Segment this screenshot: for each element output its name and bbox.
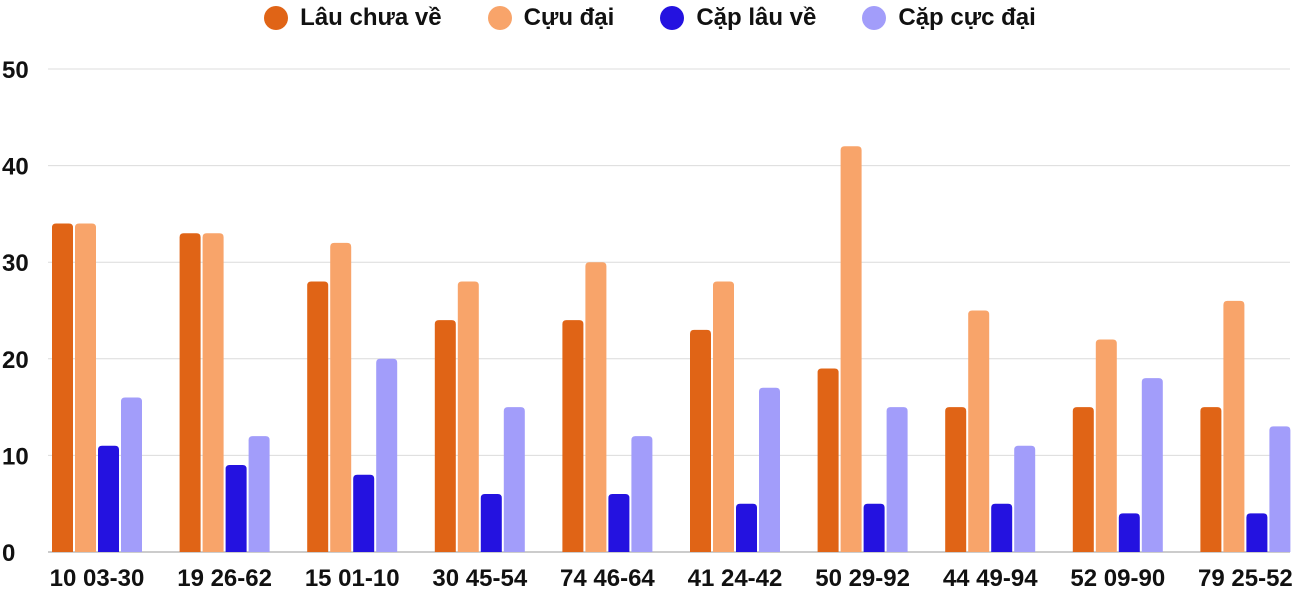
bar [863,503,885,552]
bar [434,320,456,552]
x-tick-label: 50 29-92 [815,565,910,592]
bar [1246,513,1268,552]
y-tick-label: 30 [2,250,29,277]
bar [690,329,711,552]
x-tick-label: 19 26-62 [177,565,272,592]
bar [248,436,270,552]
bar [457,281,479,552]
bar [631,436,653,552]
legend-label: Cựu đại [523,4,615,31]
x-tick-label: 41 24-42 [688,565,783,592]
bar [1072,407,1094,552]
legend-item: Cựu đại [487,4,615,32]
bar [98,445,119,552]
legend-label: Cặp cực đại [898,4,1036,31]
x-tick-label: 79 25-52 [1198,565,1293,592]
bar [713,281,734,552]
legend-label: Lâu chưa về [300,4,442,31]
y-tick-label: 0 [2,540,15,567]
bar [330,242,352,552]
y-tick-label: 50 [2,57,29,84]
bar [1095,339,1117,552]
bar [585,262,607,552]
bar [307,281,329,552]
bar [202,233,224,552]
bar [52,223,73,552]
bar [1200,407,1222,552]
x-tick-label: 74 46-64 [560,565,655,592]
bar [759,387,780,552]
bar [1269,426,1291,552]
legend-swatch [487,6,512,30]
y-tick-label: 10 [2,443,29,470]
bar [1223,300,1245,552]
bar [886,407,908,552]
bar [1118,513,1140,552]
legend-item: Cặp lâu về [660,4,816,32]
x-tick-label: 52 09-90 [1070,565,1165,592]
x-tick-label: 15 01-10 [305,565,400,592]
bar [817,368,839,552]
y-tick-label: 40 [2,154,29,181]
x-tick-label: 44 49-94 [943,565,1038,592]
bar [562,320,584,552]
bar [75,223,96,552]
bar [376,358,398,552]
bar [480,494,502,552]
bar [179,233,201,552]
bar [968,310,990,552]
legend-swatch [660,6,685,30]
legend-item: Cặp cực đại [862,4,1036,32]
x-tick-label: 10 03-30 [50,565,145,592]
bar [608,494,630,552]
bar [225,465,247,552]
y-tick-label: 20 [2,347,29,374]
bar [1141,378,1163,552]
x-tick-label: 30 45-54 [432,565,527,592]
legend-item: Lâu chưa về [264,4,442,32]
bar [840,146,862,552]
legend-label: Cặp lâu về [696,4,817,31]
bar [503,407,525,552]
bar [736,503,757,552]
bar [1014,445,1036,552]
bar [121,397,142,552]
legend: Lâu chưa về Cựu đại Cặp lâu về Cặp cực đại [0,4,1300,32]
legend-swatch [264,6,289,30]
legend-swatch [862,6,887,30]
bar [353,474,375,552]
bar [945,407,967,552]
bar [991,503,1013,552]
